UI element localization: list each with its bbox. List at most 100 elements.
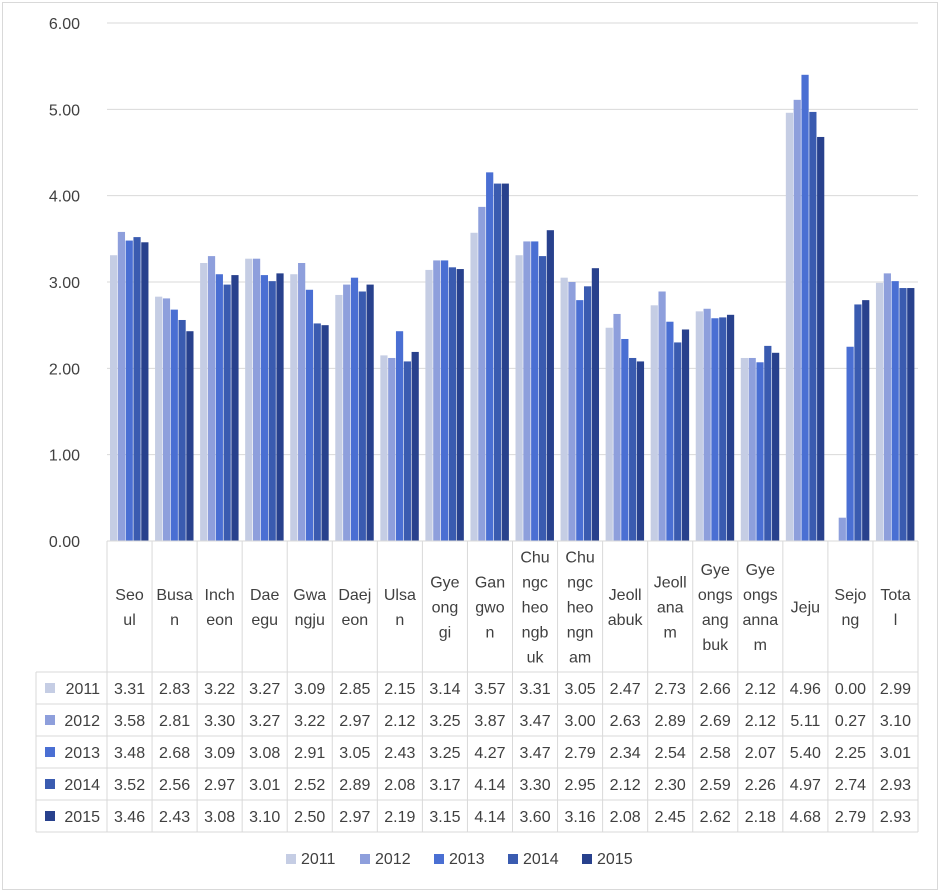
bar: [583, 286, 592, 541]
bar: [178, 319, 186, 541]
category-label: ngn: [567, 625, 594, 642]
category-label: Busa: [156, 587, 193, 604]
bar: [764, 345, 772, 541]
data-label: 4.96: [790, 681, 821, 698]
data-label: 2.08: [610, 809, 641, 826]
data-label: 3.30: [204, 713, 235, 730]
data-label: 2.25: [835, 745, 866, 762]
data-label: 4.27: [474, 745, 505, 762]
row-series-name: 2011: [66, 681, 101, 698]
data-label: 2.69: [700, 713, 731, 730]
bar: [252, 258, 261, 541]
data-label: 2.99: [880, 681, 911, 698]
category-label: ongs: [698, 587, 733, 604]
category-label: ngc: [567, 575, 593, 592]
bar: [125, 240, 133, 541]
data-label: 3.05: [565, 681, 596, 698]
category-label: heo: [567, 600, 594, 617]
data-label: 3.47: [519, 713, 550, 730]
category-label: Inch: [205, 587, 235, 604]
category-label: Dae: [250, 587, 279, 604]
bar: [223, 284, 231, 541]
data-label: 2.95: [565, 777, 596, 794]
data-label: 3.25: [429, 713, 460, 730]
category-label: ul: [123, 612, 135, 629]
data-label: 3.31: [519, 681, 550, 698]
data-label: 3.08: [249, 745, 280, 762]
bar: [366, 284, 374, 541]
bar: [117, 231, 126, 541]
category-label: egu: [251, 612, 278, 629]
y-axis-tick-labels: 0.00 1.00 2.00 3.00 4.00 5.00 6.00: [49, 16, 80, 551]
data-label: 2.43: [384, 745, 415, 762]
data-label: 2.52: [294, 777, 325, 794]
data-label: 3.25: [429, 745, 460, 762]
data-label: 2.66: [700, 681, 731, 698]
data-label: 2.81: [159, 713, 190, 730]
bar: [313, 323, 321, 541]
data-label: 2.07: [745, 745, 776, 762]
category-label: Gye: [430, 575, 459, 592]
bar: [740, 357, 748, 541]
data-label: 3.48: [114, 745, 145, 762]
bar: [817, 136, 825, 541]
bar: [591, 268, 600, 541]
data-label: 2.15: [384, 681, 415, 698]
bar: [245, 258, 253, 541]
data-label: 2.08: [384, 777, 415, 794]
bar: [260, 275, 268, 541]
data-label: 2.63: [610, 713, 641, 730]
category-label: ngb: [522, 625, 549, 642]
data-label: 2.58: [700, 745, 731, 762]
bar: [605, 327, 613, 541]
bar: [448, 267, 457, 541]
bar: [215, 274, 223, 541]
bar: [493, 183, 502, 541]
legend-swatch: [582, 854, 592, 864]
row-legend-key: [45, 811, 55, 821]
bar: [899, 288, 907, 541]
data-label: 2.91: [294, 745, 325, 762]
gridlines: [107, 22, 918, 456]
data-label: 2.56: [159, 777, 190, 794]
data-label: 2.79: [565, 745, 596, 762]
category-label: Sejo: [834, 587, 866, 604]
data-label: 2.97: [339, 713, 370, 730]
bar: [523, 241, 531, 541]
y-tick-label: 0.00: [49, 534, 80, 551]
data-label: 3.30: [519, 777, 550, 794]
bar: [305, 289, 314, 541]
category-label: Chu: [565, 550, 594, 567]
bar: [162, 298, 171, 541]
category-label: Seo: [115, 587, 144, 604]
y-tick-label: 3.00: [49, 275, 80, 292]
data-label: 3.87: [474, 713, 505, 730]
bar: [456, 269, 464, 541]
category-label: eon: [206, 612, 233, 629]
row-series-name: 2015: [64, 809, 100, 826]
data-label: 4.68: [790, 809, 821, 826]
bar: [695, 311, 703, 541]
bar: [395, 331, 404, 541]
legend-swatch: [286, 854, 296, 864]
data-label: 2.93: [880, 777, 911, 794]
bar: [231, 275, 239, 541]
category-label: m: [754, 637, 767, 654]
category-label: ong: [432, 600, 459, 617]
bar: [433, 260, 441, 541]
bar: [207, 256, 216, 541]
category-label: abuk: [608, 612, 644, 629]
data-label: 4.14: [474, 809, 505, 826]
category-label: uk: [527, 650, 545, 667]
data-label: 3.27: [249, 713, 280, 730]
category-label: ng: [842, 612, 860, 629]
row-series-name: 2012: [64, 713, 100, 730]
data-label: 3.09: [204, 745, 235, 762]
category-label: Jeoll: [654, 575, 687, 592]
data-label: 2.59: [700, 777, 731, 794]
bar: [883, 273, 891, 541]
data-label: 3.27: [249, 681, 280, 698]
category-label: gwo: [475, 600, 504, 617]
bar: [141, 242, 149, 541]
data-label: 2.97: [339, 809, 370, 826]
